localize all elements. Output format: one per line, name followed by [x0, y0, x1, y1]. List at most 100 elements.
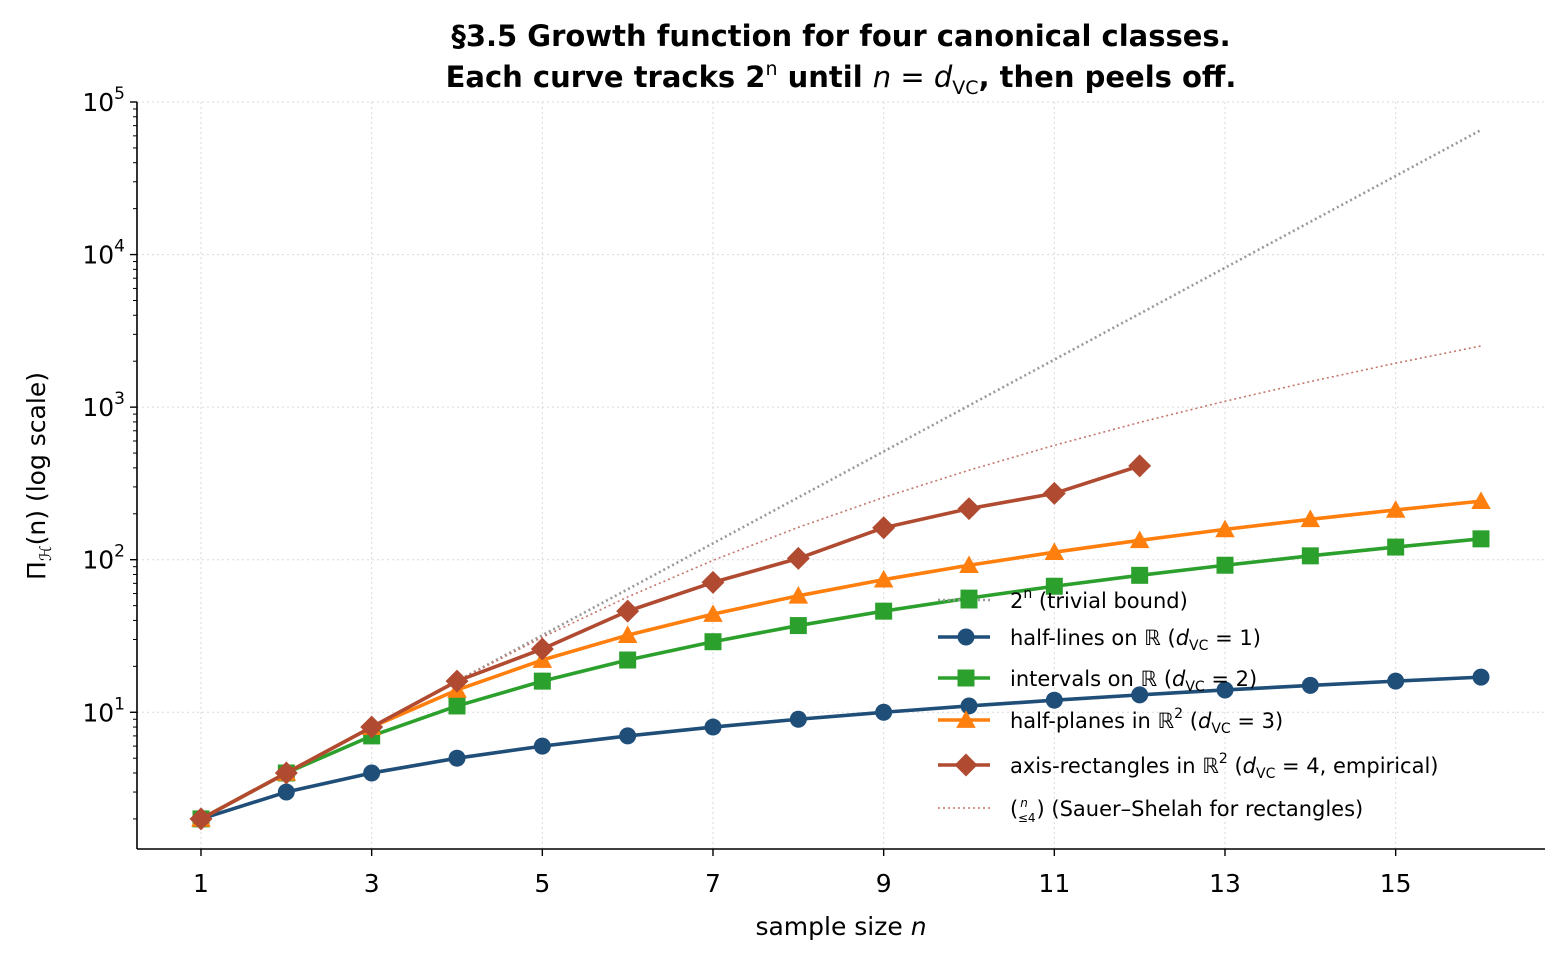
y-tick-label-10: 101: [82, 694, 125, 727]
x-tick-label-3: 3: [364, 869, 380, 898]
data-point-5-10: [957, 497, 981, 521]
legend-marker-1: [957, 628, 975, 646]
title-line-1: §3.5 Growth function for four canonical …: [451, 19, 1230, 53]
data-point-4-6: [617, 625, 638, 644]
legend-item-2: intervals on ℝ (dVC = 2): [938, 667, 1257, 695]
data-point-4-13: [1215, 519, 1235, 538]
legend-marker-0: [960, 591, 978, 609]
data-point-3-8: [789, 617, 807, 635]
data-point-2-10: [960, 697, 978, 715]
x-tick-label-1: 1: [193, 869, 209, 898]
data-point-3-14: [1301, 547, 1319, 565]
legend-item-5: (n ≤4) (Sauer–Shelah for rectangles): [938, 796, 1363, 825]
legend-item-4: axis-rectangles in ℝ2 (dVC = 4, empirica…: [938, 751, 1438, 782]
data-point-4-12: [1129, 530, 1150, 549]
data-point-5-1: [189, 807, 213, 831]
data-point-5-5: [530, 637, 554, 661]
data-point-2-14: [1301, 676, 1319, 694]
series-2: [192, 668, 1490, 828]
x-tick-label-5: 5: [534, 869, 550, 898]
x-axis-label: sample size n: [755, 912, 926, 941]
data-point-3-15: [1387, 538, 1405, 556]
legend-marker-4: [954, 753, 978, 777]
legend-label-2: intervals on ℝ (dVC = 2): [1010, 667, 1257, 695]
series-0: [200, 128, 1482, 821]
data-point-5-3: [360, 715, 384, 739]
title-line-2: Each curve tracks 2n until n = dVC, then…: [446, 58, 1237, 99]
data-point-2-12: [1131, 686, 1149, 704]
series-layer: [189, 128, 1491, 831]
legend-item-1: half-lines on ℝ (dVC = 1): [938, 626, 1261, 654]
data-point-5-6: [616, 599, 640, 623]
data-point-4-8: [788, 586, 809, 604]
data-point-2-11: [1045, 691, 1063, 709]
series-3: [192, 530, 1490, 828]
data-point-3-9: [875, 602, 893, 620]
data-point-4-15: [1385, 500, 1406, 518]
x-tick-label-15: 15: [1380, 869, 1412, 898]
data-point-2-5: [533, 737, 551, 755]
data-point-5-12: [1128, 454, 1152, 478]
y-tick-label-100000: 105: [82, 84, 125, 117]
legend-marker-3: [956, 710, 976, 728]
series-line-4: [200, 499, 1482, 821]
y-tick-label-10000: 104: [82, 237, 125, 270]
series-1: [200, 345, 1482, 820]
data-point-2-4: [448, 749, 466, 767]
data-point-5-4: [445, 669, 469, 693]
data-point-5-11: [1042, 481, 1066, 505]
data-point-4-11: [1044, 542, 1065, 561]
data-point-3-6: [619, 651, 637, 669]
data-point-4-16: [1471, 491, 1491, 509]
data-point-5-7: [701, 570, 725, 594]
x-tick-label-13: 13: [1209, 869, 1241, 898]
legend-label-1: half-lines on ℝ (dVC = 1): [1010, 626, 1261, 654]
legend-label-0: 2n (trivial bound): [1010, 586, 1188, 613]
data-point-4-7: [703, 604, 723, 622]
x-tick-label-7: 7: [705, 869, 721, 898]
data-point-2-8: [789, 710, 807, 728]
series-line-2: [200, 675, 1482, 821]
legend-item-0: 2n (trivial bound): [938, 586, 1188, 613]
data-point-3-12: [1131, 566, 1149, 584]
data-point-3-11: [1045, 577, 1063, 595]
series-line-3: [200, 537, 1482, 821]
legend: 2n (trivial bound) half-lines on ℝ (dVC =…: [938, 586, 1438, 825]
legend-marker-2: [957, 669, 975, 687]
x-tick-label-11: 11: [1038, 869, 1070, 898]
data-point-4-9: [873, 569, 894, 588]
data-point-2-15: [1387, 672, 1405, 690]
series-5: [189, 454, 1152, 831]
data-point-3-4: [448, 697, 466, 715]
y-ticks: 101 102 103 104 105: [82, 84, 137, 820]
x-ticks: 1 3 5 7 9 11 13 15: [193, 849, 1412, 898]
series-line-0: [200, 128, 1482, 821]
legend-item-3: half-planes in ℝ2 (dVC = 3): [938, 706, 1283, 737]
data-point-2-7: [704, 718, 722, 736]
chart-title: §3.5 Growth function for four canonical …: [446, 19, 1237, 99]
y-tick-label-100: 102: [82, 542, 125, 575]
data-point-5-2: [274, 761, 298, 785]
data-point-4-14: [1300, 509, 1321, 528]
data-point-2-9: [875, 703, 893, 721]
data-point-4-10: [959, 555, 979, 574]
data-point-3-16: [1472, 530, 1490, 548]
series-line-1: [200, 345, 1482, 820]
data-point-2-13: [1216, 681, 1234, 699]
data-point-3-7: [704, 633, 722, 651]
y-tick-label-1000: 103: [82, 389, 125, 422]
legend-label-4: axis-rectangles in ℝ2 (dVC = 4, empirica…: [1010, 751, 1438, 782]
data-point-3-13: [1216, 556, 1234, 574]
data-point-2-16: [1472, 668, 1490, 686]
series-line-5: [200, 464, 1141, 821]
data-point-2-3: [363, 764, 381, 782]
data-point-2-2: [277, 783, 295, 801]
data-point-5-9: [872, 516, 896, 540]
x-tick-label-9: 9: [876, 869, 892, 898]
y-axis-label: Πℋ(n) (log scale): [22, 372, 55, 580]
data-point-5-8: [786, 546, 810, 570]
legend-label-5: (n ≤4) (Sauer–Shelah for rectangles): [1010, 796, 1363, 825]
data-point-2-6: [619, 727, 637, 745]
data-point-3-5: [533, 672, 551, 690]
